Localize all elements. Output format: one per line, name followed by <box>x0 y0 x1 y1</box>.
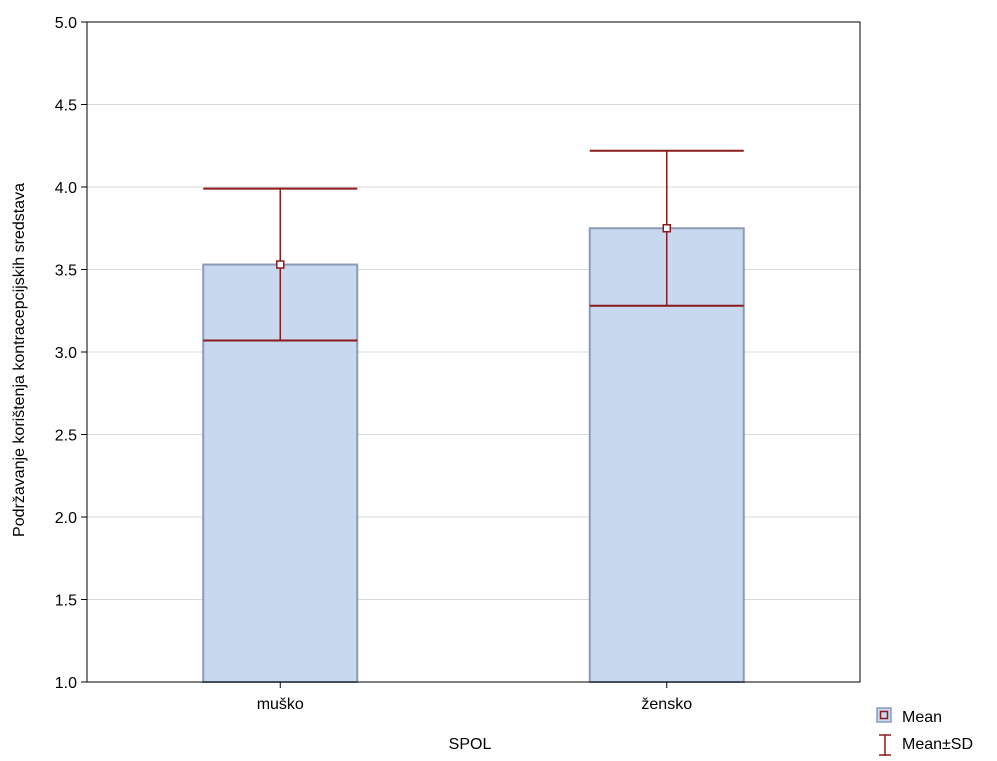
legend-mean-marker-icon <box>879 710 889 720</box>
legend-swatch-mean <box>876 707 892 723</box>
y-tick-label: 1.5 <box>55 593 77 610</box>
y-tick-label: 1.0 <box>55 675 77 692</box>
x-axis-ticks: muško žensko <box>257 682 692 713</box>
y-tick-label: 2.5 <box>55 428 77 445</box>
legend-errorbar-icon <box>879 734 891 756</box>
legend: Mean Mean±SD <box>876 707 973 756</box>
x-axis-label: SPOL <box>449 736 492 753</box>
mean-marker <box>662 224 671 233</box>
legend-label-mean: Mean <box>902 709 942 726</box>
y-tick-label: 3.0 <box>55 345 77 362</box>
x-tick-label: žensko <box>641 696 692 713</box>
legend-label-sd: Mean±SD <box>902 736 973 753</box>
legend-item-mean: Mean <box>876 707 942 726</box>
y-axis-label: Podržavanje korištenja kontracepcijskih … <box>11 183 28 537</box>
y-tick-label: 4.0 <box>55 180 77 197</box>
y-axis-ticks: 1.0 1.5 2.0 2.5 3.0 3.5 4.0 4.5 5.0 <box>55 15 87 692</box>
y-tick-label: 3.5 <box>55 263 77 280</box>
error-bars-layer <box>203 149 744 342</box>
y-tick-label: 2.0 <box>55 510 77 527</box>
legend-item-sd: Mean±SD <box>879 734 973 756</box>
y-tick-label: 5.0 <box>55 15 77 32</box>
bars-layer <box>202 227 745 683</box>
x-tick-label: muško <box>257 696 304 713</box>
y-tick-label: 4.5 <box>55 98 77 115</box>
mean-marker <box>276 260 285 269</box>
